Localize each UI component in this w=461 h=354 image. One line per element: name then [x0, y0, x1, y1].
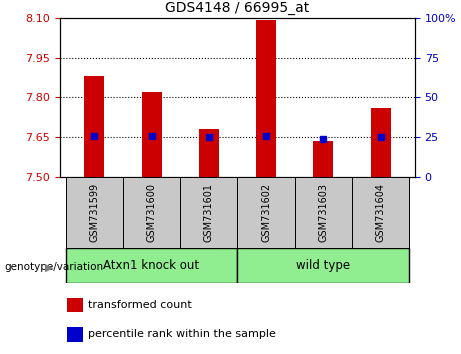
Bar [256, 20, 276, 177]
Bar [352, 177, 409, 248]
Text: GSM731599: GSM731599 [89, 183, 99, 242]
Bar [371, 108, 390, 177]
Text: GSM731602: GSM731602 [261, 183, 271, 242]
Bar [237, 177, 295, 248]
Bar [65, 177, 123, 248]
Text: GSM731604: GSM731604 [376, 183, 385, 242]
Bar [295, 177, 352, 248]
Bar [237, 248, 409, 283]
Bar [142, 92, 161, 177]
Bar [67, 297, 83, 312]
Text: Atxn1 knock out: Atxn1 knock out [103, 259, 200, 272]
Bar [313, 141, 333, 177]
Text: GSM731601: GSM731601 [204, 183, 214, 242]
Title: GDS4148 / 66995_at: GDS4148 / 66995_at [165, 1, 309, 15]
Text: GSM731600: GSM731600 [147, 183, 157, 242]
Text: GSM731603: GSM731603 [318, 183, 328, 242]
Bar [84, 76, 104, 177]
Bar [199, 129, 219, 177]
Bar [67, 327, 83, 342]
Text: ▶: ▶ [45, 262, 53, 272]
Text: genotype/variation: genotype/variation [5, 262, 104, 272]
Bar [65, 248, 237, 283]
Text: percentile rank within the sample: percentile rank within the sample [89, 330, 276, 339]
Bar [180, 177, 237, 248]
Text: transformed count: transformed count [89, 300, 192, 310]
Bar [123, 177, 180, 248]
Text: wild type: wild type [296, 259, 350, 272]
